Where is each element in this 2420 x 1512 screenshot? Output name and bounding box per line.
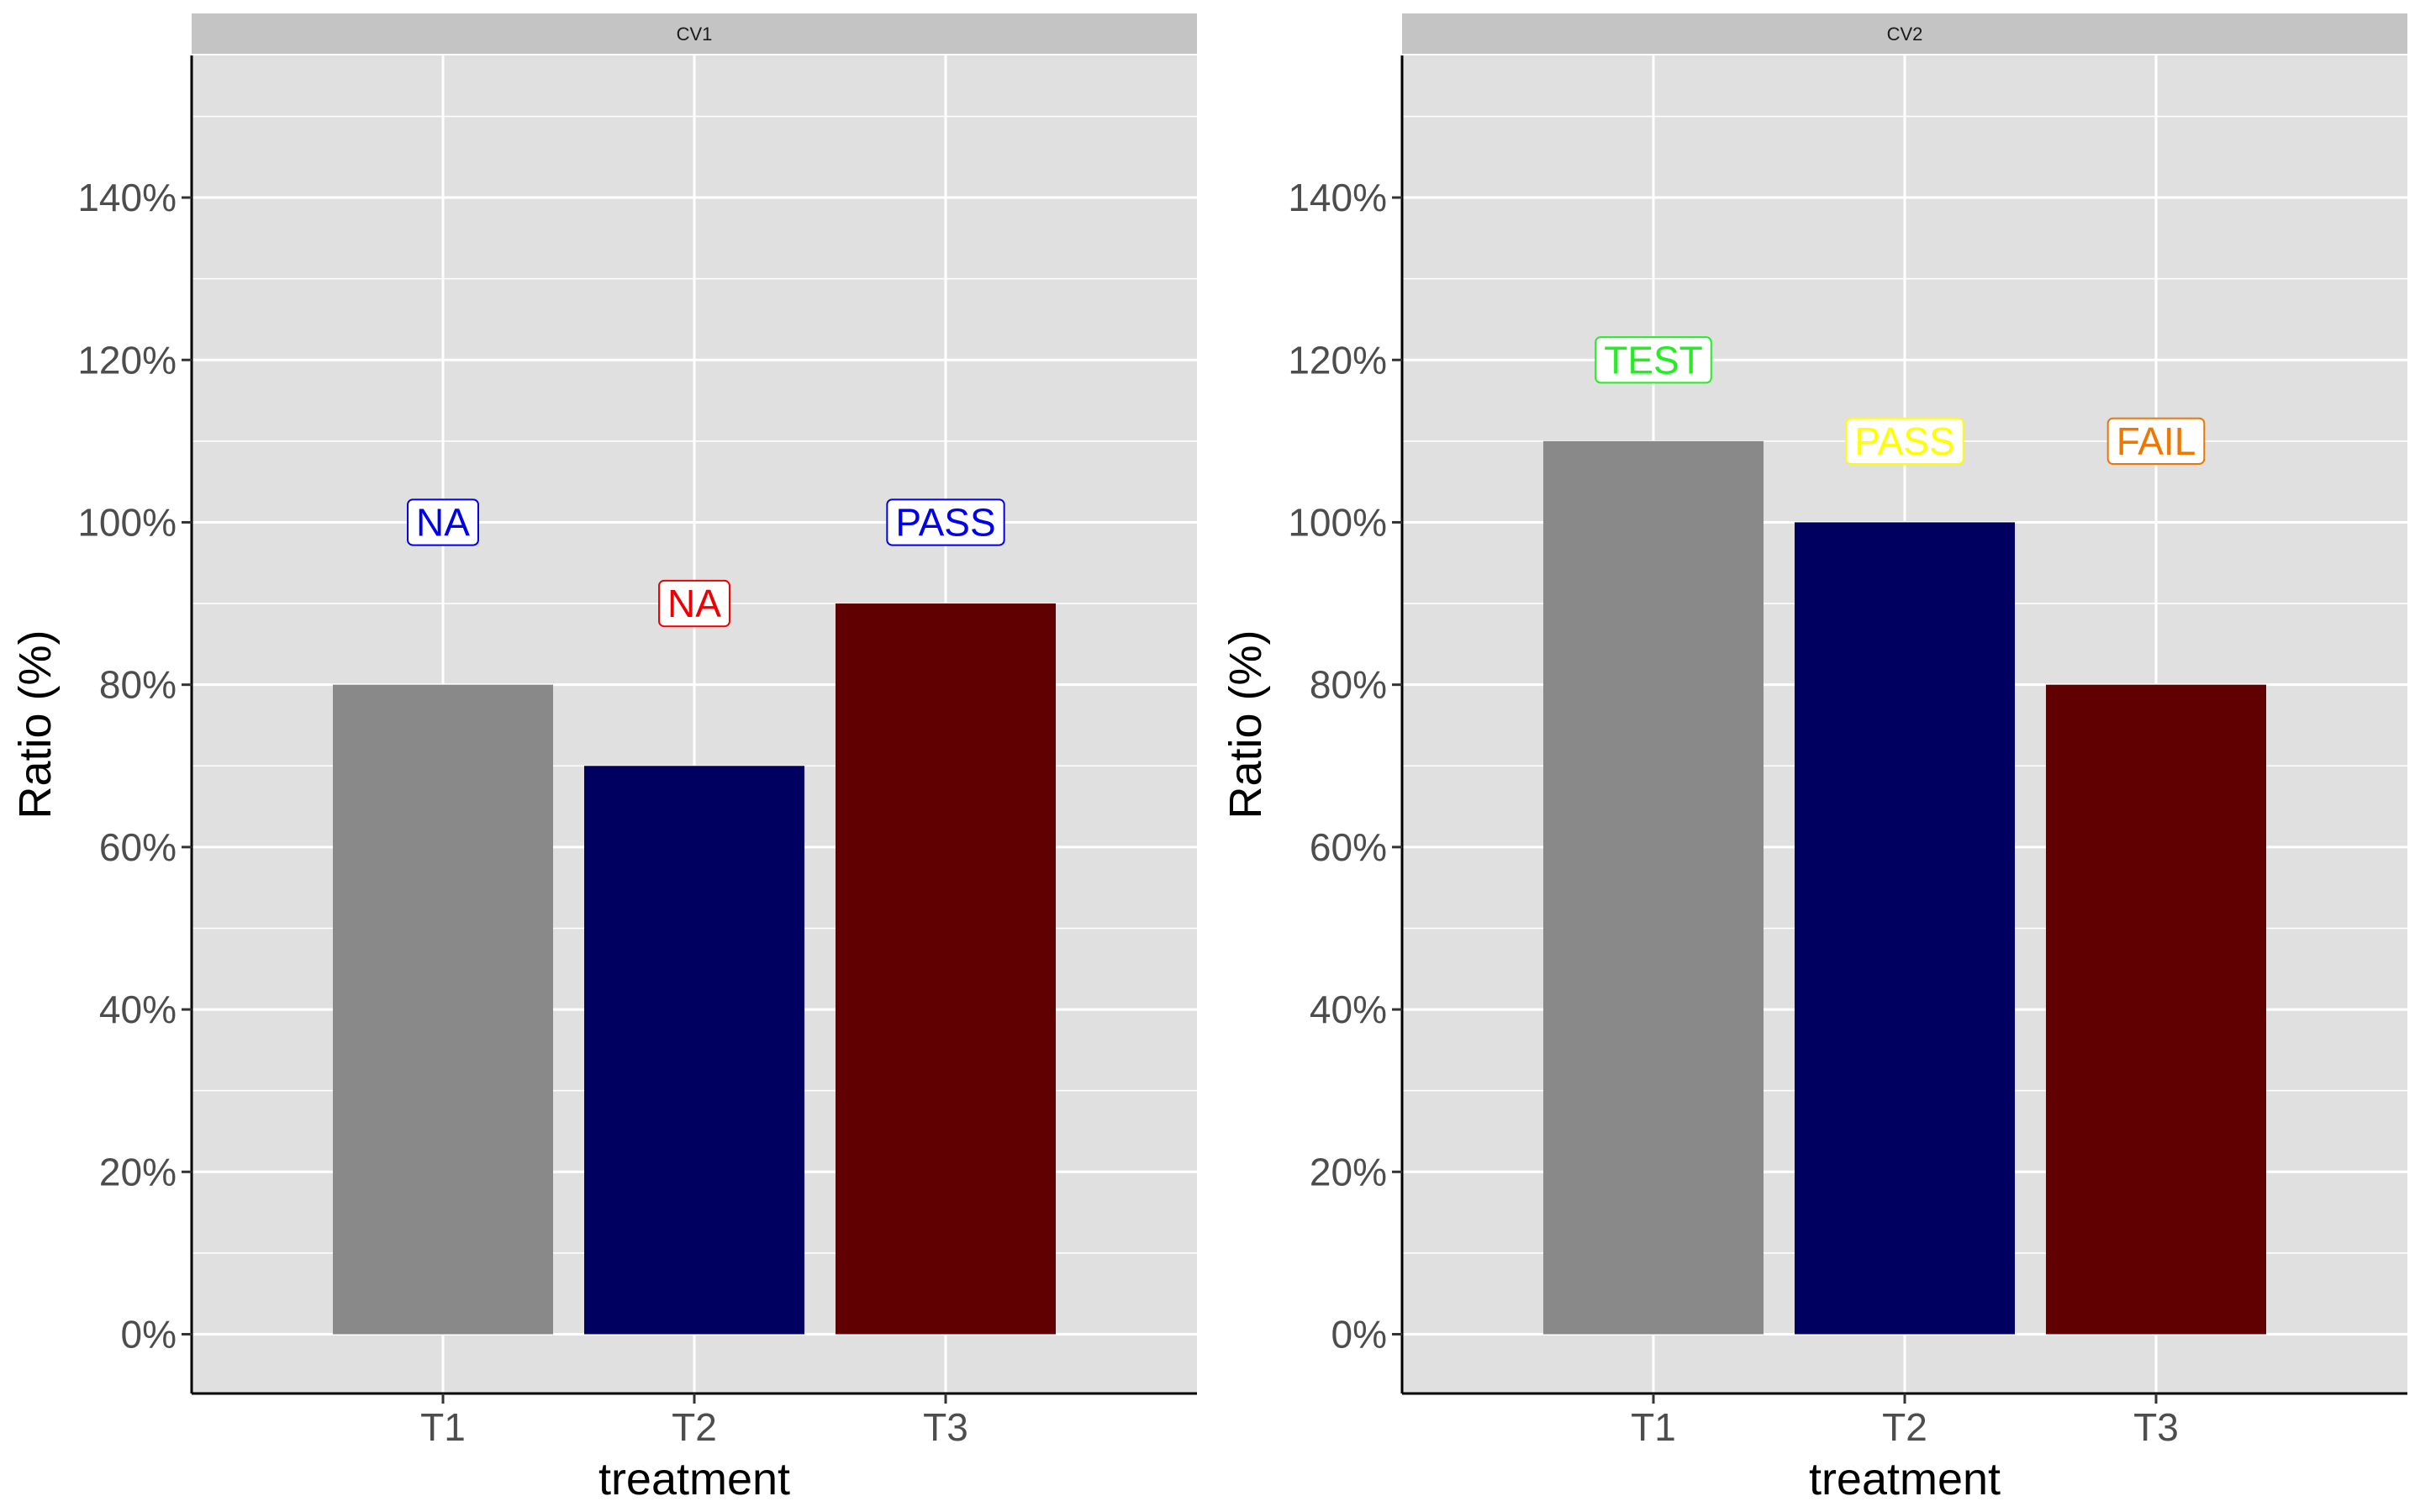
y-tick-label: 40% — [1310, 988, 1387, 1031]
y-tick-labels: 0% 20% 40% 60% 80% 100% 120% 140% — [1288, 176, 1402, 1356]
bar-annotation: NA — [407, 498, 479, 546]
y-tick-label: 120% — [77, 338, 177, 382]
annotation-box — [1845, 417, 1964, 465]
y-tick-label: 120% — [1288, 338, 1387, 382]
facet-label: CV1 — [677, 24, 713, 45]
bar-annotation: PASS — [886, 498, 1005, 546]
y-tick-label: 40% — [99, 988, 177, 1031]
bar-t2 — [1795, 522, 2015, 1335]
y-axis-title: Ratio (%) — [1221, 630, 1271, 819]
y-tick-label: 100% — [77, 500, 177, 544]
y-tick-label: 0% — [1331, 1312, 1387, 1356]
y-tick-label: 140% — [1288, 176, 1387, 219]
annotation-box — [658, 579, 730, 628]
bar-annotation: TEST — [1595, 336, 1712, 384]
annotation-text: PASS — [895, 501, 995, 545]
x-tick-label: T3 — [923, 1405, 968, 1449]
annotation-box — [1595, 336, 1712, 384]
y-tick-label: 80% — [1310, 663, 1387, 707]
bar-t3 — [836, 603, 1056, 1335]
y-tick-label: 140% — [77, 176, 177, 219]
annotation-box — [2106, 417, 2206, 465]
annotation-text: NA — [416, 501, 470, 545]
annotation-text: FAIL — [2117, 419, 2196, 463]
bar-annotation: FAIL — [2106, 417, 2206, 465]
x-tick-label: T1 — [1631, 1405, 1676, 1449]
bar-labels: NA NA PASS — [407, 498, 1005, 628]
annotation-text: PASS — [1854, 419, 1954, 463]
bar-labels: TEST PASS FAIL — [1595, 336, 2206, 465]
y-tick-label: 20% — [99, 1150, 177, 1193]
x-tick-label: T2 — [1882, 1405, 1927, 1449]
y-tick-label: 80% — [99, 663, 177, 707]
y-tick-label: 60% — [1310, 825, 1387, 869]
annotation-box — [407, 498, 479, 546]
bar-t1 — [333, 684, 553, 1335]
y-tick-label: 0% — [121, 1312, 177, 1356]
annotation-text: TEST — [1604, 338, 1703, 382]
bar-t2 — [584, 766, 804, 1335]
y-axis-title: Ratio (%) — [10, 630, 61, 819]
annotation-box — [886, 498, 1005, 546]
x-axis-title: treatment — [1809, 1454, 2001, 1504]
y-tick-label: 20% — [1310, 1150, 1387, 1193]
bar-annotation: NA — [658, 579, 730, 628]
bar-t1 — [1543, 440, 1764, 1335]
bars — [1543, 440, 2266, 1335]
bars — [333, 603, 1056, 1335]
y-tick-labels: 0% 20% 40% 60% 80% 100% 120% 140% — [77, 176, 192, 1356]
bar-t3 — [2046, 684, 2266, 1335]
x-tick-label: T3 — [2133, 1405, 2179, 1449]
x-axis-title: treatment — [598, 1454, 790, 1504]
x-tick-label: T2 — [672, 1405, 717, 1449]
y-tick-label: 60% — [99, 825, 177, 869]
facet-strip — [192, 13, 1197, 54]
x-tick-labels: T1 T2 T3 — [420, 1393, 968, 1449]
panel-cv2: CV2 TEST PASS FAIL 0% 20% 40% 60% 80% 100% 120% 1… — [1221, 13, 2407, 1504]
facet-strip — [1402, 13, 2407, 54]
y-tick-label: 100% — [1288, 500, 1387, 544]
x-tick-label: T1 — [420, 1405, 466, 1449]
annotation-text: NA — [667, 582, 721, 625]
bar-annotation: PASS — [1845, 417, 1964, 465]
facet-label: CV2 — [1887, 24, 1923, 45]
x-tick-labels: T1 T2 T3 — [1631, 1393, 2179, 1449]
